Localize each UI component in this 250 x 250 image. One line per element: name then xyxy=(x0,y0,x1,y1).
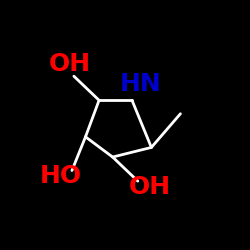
Text: OH: OH xyxy=(49,52,91,76)
Text: OH: OH xyxy=(128,175,170,199)
Text: HO: HO xyxy=(40,164,82,188)
Text: HN: HN xyxy=(120,72,162,96)
